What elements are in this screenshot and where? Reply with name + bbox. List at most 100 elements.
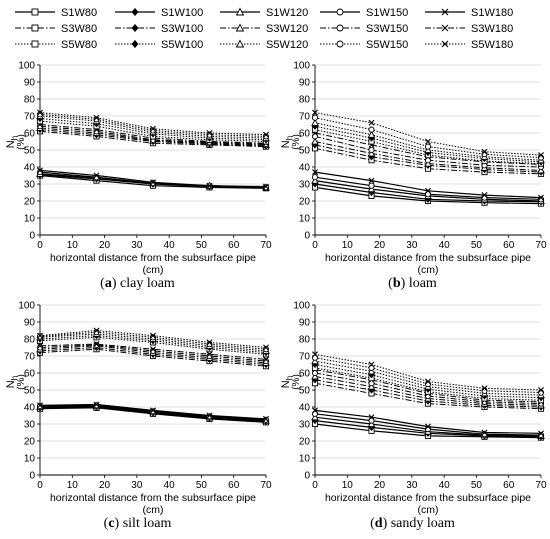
- y-axis-unit: (%): [16, 134, 27, 150]
- y-tick-label: 50: [24, 386, 36, 397]
- marker-S5W180-0: [37, 332, 43, 339]
- marker-S1W180-1: [93, 172, 100, 179]
- x-tick-label: 40: [164, 240, 176, 251]
- legend-item-S3W100: S3W100: [115, 23, 203, 35]
- marker-S5W150: [336, 40, 344, 48]
- legend-label: S1W100: [161, 7, 203, 19]
- x-tick-label: 20: [374, 480, 386, 491]
- y-tick-label: 0: [304, 471, 310, 482]
- marker-S1W180: [441, 8, 449, 16]
- marker-S5W150-0: [311, 354, 319, 361]
- marker-S1W120-0: [311, 176, 319, 184]
- marker-S5W180-3: [481, 148, 488, 155]
- caption-loam: (b) loam: [275, 276, 550, 292]
- y-axis-unit: (%): [16, 374, 27, 390]
- caption-clay-loam: (a) clay loam: [0, 276, 275, 292]
- marker-S3W180-3: [206, 351, 213, 358]
- y-axis-label: Nh: [5, 376, 19, 388]
- x-axis-label: horizontal distance from the subsurface …: [50, 492, 256, 504]
- marker-S5W150-2: [149, 127, 157, 134]
- caption-name: sandy loam: [390, 516, 455, 531]
- y-tick-label: 100: [18, 301, 35, 312]
- marker-S5W150-4: [262, 346, 270, 353]
- y-tick-label: 80: [24, 95, 36, 106]
- marker-S3W120-4: [537, 166, 545, 174]
- x-tick-label: 50: [471, 240, 483, 251]
- legend-label: S3W100: [161, 23, 203, 35]
- marker-S5W150-1: [368, 126, 375, 133]
- y-tick-label: 40: [24, 163, 36, 174]
- legend-label: S5W100: [161, 39, 203, 51]
- marker-S1W150-2: [149, 180, 157, 187]
- marker-S1W150-0: [311, 410, 319, 417]
- y-tick-label: 40: [299, 163, 311, 174]
- y-tick-label: 50: [24, 146, 36, 157]
- marker-S3W120-2: [424, 159, 432, 167]
- legend-item-S1W180: S1W180: [425, 7, 513, 19]
- legend-label: S3W80: [61, 23, 97, 35]
- marker-S1W180-4: [538, 430, 544, 437]
- x-tick-label: 30: [131, 480, 143, 491]
- x-tick-label: 70: [535, 240, 547, 251]
- series-line-S3W120: [39, 127, 267, 146]
- x-tick-label: 10: [67, 240, 79, 251]
- series-line-S3W100: [314, 144, 542, 173]
- y-tick-label: 100: [293, 61, 310, 72]
- series-line-S5W150: [314, 117, 542, 159]
- series-line-S3W180: [39, 124, 267, 144]
- chart-panel-sandy-loam: 0 10 20 30 40 50 60 70 80 90 100 0 10 20 30 40 50 60 70 hor…: [280, 301, 547, 516]
- y-tick-label: 0: [304, 231, 310, 242]
- series-line-S3W80: [314, 382, 542, 410]
- x-tick-label: 10: [342, 240, 354, 251]
- y-tick-label: 90: [299, 318, 311, 329]
- caption-name: clay loam: [120, 276, 175, 291]
- marker-S3W180-0: [37, 342, 43, 349]
- marker-S1W150-1: [93, 402, 100, 409]
- x-tick-label: 10: [342, 480, 354, 491]
- caption-close: ): [111, 276, 121, 291]
- y-axis-unit: (%): [291, 374, 302, 390]
- marker-S1W150-2: [424, 191, 432, 198]
- legend-label: S1W150: [366, 7, 408, 19]
- series-S1W180: [37, 167, 269, 190]
- series-S5W150: [311, 114, 545, 161]
- marker-S5W180-1: [368, 119, 375, 126]
- marker-S5W180-2: [150, 332, 156, 339]
- legend-item-S1W120: S1W120: [220, 7, 308, 19]
- y-axis-label: Nh: [280, 136, 294, 148]
- marker-S1W180-3: [206, 412, 213, 419]
- marker-S1W150-1: [368, 417, 375, 424]
- series-line-S3W100: [39, 346, 267, 365]
- caption-silt-loam: (c) silt loam: [0, 516, 275, 532]
- marker-S3W180-1: [93, 341, 100, 348]
- legend-item-S5W100: S5W100: [115, 39, 203, 51]
- x-tick-label: 60: [228, 240, 240, 251]
- series-S5W180: [37, 109, 269, 138]
- series-S5W180: [312, 351, 544, 393]
- marker-S1W180-1: [368, 414, 375, 421]
- marker-S3W100: [131, 23, 139, 33]
- x-tick-label: 30: [131, 240, 143, 251]
- marker-S5W180-1: [93, 327, 100, 334]
- y-tick-label: 60: [24, 129, 36, 140]
- marker-S5W120-2: [424, 145, 432, 154]
- caption-name: loam: [408, 276, 437, 291]
- marker-S1W180-0: [312, 169, 318, 176]
- series-line-S3W100: [314, 379, 542, 408]
- x-tick-label: 40: [439, 240, 451, 251]
- series-S3W150: [36, 341, 270, 365]
- y-tick-label: 60: [299, 369, 311, 380]
- caption-letter: c: [108, 516, 115, 531]
- x-tick-label: 30: [406, 480, 418, 491]
- caption-open: (: [370, 516, 375, 531]
- y-tick-label: 100: [18, 61, 35, 72]
- marker-S3W120-1: [367, 382, 376, 390]
- series-S1W180: [37, 401, 269, 422]
- marker-S5W180-4: [538, 387, 544, 393]
- marker-S1W180-1: [368, 177, 375, 184]
- marker-S3W120-1: [367, 149, 376, 157]
- y-tick-label: 10: [299, 454, 311, 465]
- y-tick-label: 80: [24, 335, 36, 346]
- marker-S3W150-4: [262, 358, 270, 365]
- y-tick-label: 40: [299, 403, 311, 414]
